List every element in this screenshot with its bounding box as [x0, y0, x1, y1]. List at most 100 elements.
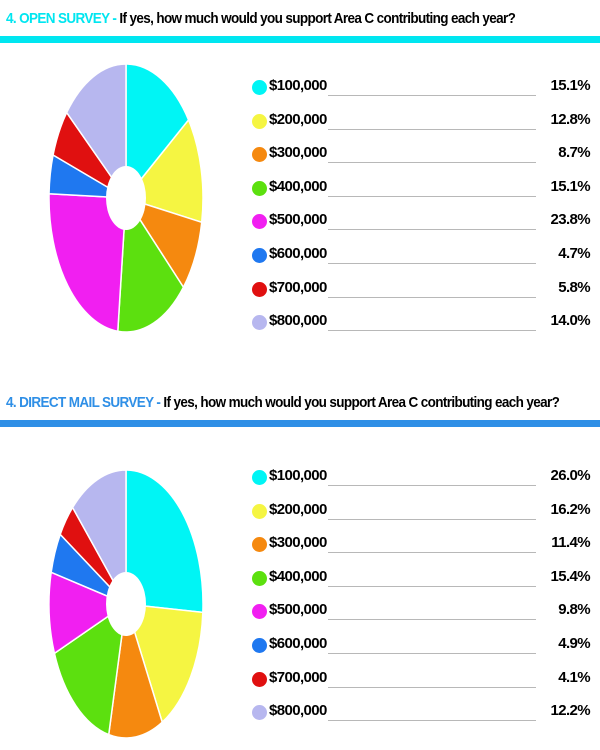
leader-line: [328, 330, 536, 332]
legend-row: $600,000 4.9%: [252, 633, 592, 659]
legend-row: $400,000 15.4%: [252, 566, 592, 592]
legend-swatch: [252, 470, 267, 485]
pie-slice-2: [124, 603, 204, 724]
legend-row: $300,000 11.4%: [252, 532, 592, 558]
legend-label: $100,000: [269, 467, 327, 484]
legend-swatch: [252, 214, 267, 230]
legend-swatch: [252, 705, 267, 721]
value-label: 12.8%: [550, 110, 590, 128]
legend-row: $600,000 4.7%: [252, 243, 592, 269]
value-label: 9.8%: [558, 601, 590, 619]
value-label: 4.7%: [558, 245, 590, 262]
legend-label: $600,000: [269, 635, 327, 652]
legend-row: $500,000 23.8%: [252, 209, 592, 235]
leader-line: [328, 195, 536, 197]
title-rule: [0, 36, 600, 43]
legend-swatch: [252, 315, 267, 331]
pie-slice-4: [117, 195, 185, 333]
value-label: 14.0%: [550, 312, 590, 330]
value-label: 12.2%: [550, 702, 590, 720]
pie-chart: [48, 63, 204, 333]
legend-row: $700,000 5.8%: [252, 277, 592, 303]
legend-swatch: [252, 248, 267, 263]
legend-swatch: [252, 147, 267, 163]
legend-label: $800,000: [269, 702, 327, 720]
legend-label: $300,000: [269, 534, 327, 552]
legend-label: $700,000: [269, 668, 327, 686]
legend-swatch: [252, 537, 267, 553]
pie-slice-5: [48, 571, 128, 655]
legend-row: $800,000 12.2%: [252, 700, 592, 726]
legend-swatch: [252, 570, 267, 586]
legend-swatch: [252, 113, 267, 129]
legend-row: $800,000 14.0%: [252, 310, 592, 336]
legend-label: $600,000: [269, 245, 327, 262]
title-prefix: 4. DIRECT MAIL SURVEY -: [6, 394, 161, 411]
legend-row: $500,000 9.8%: [252, 599, 592, 625]
legend-row: $100,000 15.1%: [252, 75, 592, 101]
legend-swatch: [252, 671, 267, 687]
pie-slice-1: [125, 63, 190, 201]
leader-line: [328, 619, 536, 621]
legend-label: $200,000: [269, 500, 327, 518]
legend-label: $100,000: [269, 77, 327, 94]
leader-line: [328, 263, 536, 264]
pie-slice-1: [125, 469, 204, 614]
leader-line: [328, 128, 536, 130]
leader-line: [328, 162, 536, 164]
legend-row: $300,000 8.7%: [252, 142, 592, 168]
leader-line: [328, 95, 536, 96]
leader-line: [328, 653, 536, 654]
legend-label: $200,000: [269, 110, 327, 128]
legend-swatch: [252, 503, 267, 519]
leader-line: [328, 686, 536, 688]
value-label: 15.4%: [550, 567, 590, 585]
legend-label: $400,000: [269, 177, 327, 195]
leader-line: [328, 552, 536, 554]
value-label: 15.1%: [550, 77, 590, 94]
value-label: 5.8%: [558, 278, 590, 296]
pie-slice-8: [65, 63, 127, 201]
leader-line: [328, 296, 536, 298]
title-rule: [0, 420, 600, 427]
pie-slice-4: [53, 602, 127, 736]
legend-swatch: [252, 604, 267, 620]
title-question: If yes, how much would you support Area …: [163, 394, 560, 411]
leader-line: [328, 518, 536, 520]
legend-label: $800,000: [269, 312, 327, 330]
pie-slice-5: [48, 192, 127, 333]
legend-swatch: [252, 638, 267, 653]
legend-swatch: [252, 80, 267, 95]
legend-label: $500,000: [269, 211, 327, 229]
legend-row: $200,000 12.8%: [252, 109, 592, 135]
legend-label: $500,000: [269, 601, 327, 619]
leader-line: [328, 585, 536, 587]
donut-hole: [106, 166, 146, 230]
legend-label: $300,000: [269, 144, 327, 162]
title-question: If yes, how much would you support Area …: [119, 10, 516, 27]
value-label: 8.7%: [558, 144, 590, 162]
direct-mail-survey-section: 4. DIRECT MAIL SURVEY - If yes, how much…: [0, 382, 600, 739]
legend-swatch: [252, 180, 267, 196]
leader-line: [328, 485, 536, 486]
open-survey-section: 4. OPEN SURVEY - If yes, how much would …: [0, 0, 600, 360]
legend-row: $100,000 26.0%: [252, 465, 592, 491]
value-label: 23.8%: [550, 211, 590, 229]
pie-chart: [48, 469, 204, 739]
legend-swatch: [252, 281, 267, 297]
chart-title: 4. DIRECT MAIL SURVEY - If yes, how much…: [6, 394, 560, 411]
donut-hole: [106, 572, 146, 636]
legend-label: $700,000: [269, 278, 327, 296]
value-label: 4.1%: [558, 668, 590, 686]
value-label: 4.9%: [558, 635, 590, 652]
pie-slice-8: [71, 469, 127, 607]
leader-line: [328, 229, 536, 231]
value-label: 15.1%: [550, 177, 590, 195]
title-prefix: 4. OPEN SURVEY -: [6, 10, 117, 27]
legend-row: $700,000 4.1%: [252, 667, 592, 693]
chart-title: 4. OPEN SURVEY - If yes, how much would …: [6, 10, 516, 27]
leader-line: [328, 720, 536, 722]
value-label: 26.0%: [550, 467, 590, 484]
legend-label: $400,000: [269, 567, 327, 585]
value-label: 11.4%: [551, 534, 590, 552]
